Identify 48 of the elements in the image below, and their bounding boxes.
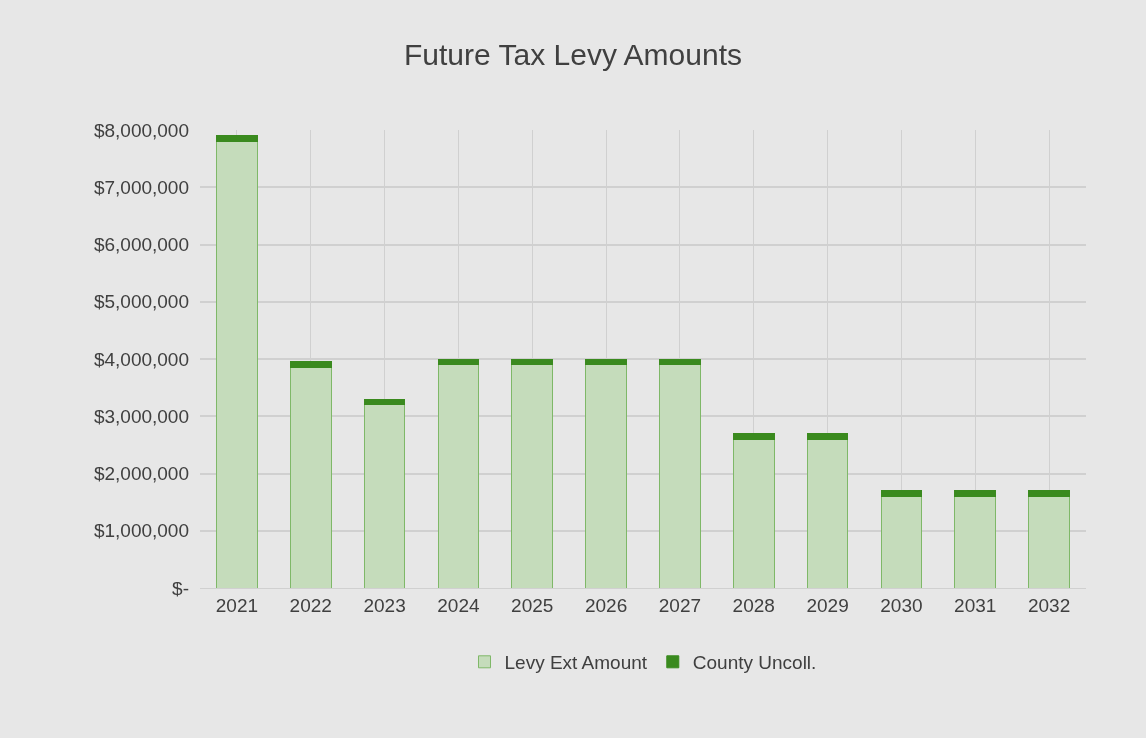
bar: [585, 358, 627, 366]
x-tick-label: 2029: [806, 594, 849, 616]
bar: [511, 364, 554, 588]
bar: [1028, 495, 1070, 588]
bar: [806, 432, 849, 440]
x-tick-label: 2027: [658, 594, 702, 616]
x-tick-label: 2022: [289, 594, 332, 616]
bar: [437, 364, 480, 588]
bar: [880, 495, 923, 588]
x-tick-label: 2024: [437, 594, 480, 616]
y-tick-label: $3,000,000: [93, 405, 189, 427]
legend-label: Levy Ext Amount: [504, 652, 648, 674]
bar: [437, 358, 480, 366]
bar: [659, 358, 701, 366]
x-tick-label: 2032: [1027, 594, 1071, 616]
y-tick-label: $8,000,000: [93, 119, 189, 141]
bar: [511, 358, 554, 366]
bar: [1028, 490, 1070, 497]
bar: [954, 495, 997, 588]
y-tick-label: $2,000,000: [93, 463, 189, 485]
bar: [216, 135, 258, 142]
bar: [585, 364, 627, 588]
bar: [954, 490, 997, 497]
y-tick-label: $7,000,000: [93, 176, 189, 198]
x-tick-label: 2021: [215, 594, 259, 616]
bar: [216, 140, 258, 588]
x-tick-label: 2028: [732, 594, 775, 616]
x-tick-label: 2023: [363, 594, 406, 616]
x-tick-label: 2026: [584, 594, 628, 616]
y-tick-label: $6,000,000: [93, 234, 189, 256]
bar: [880, 490, 923, 497]
x-tick-label: 2031: [954, 594, 997, 616]
y-tick-label: $-: [172, 577, 189, 599]
y-tick-label: $1,000,000: [93, 520, 189, 542]
y-tick-label: $5,000,000: [93, 291, 189, 313]
bar: [363, 398, 406, 406]
bar: [732, 432, 775, 440]
x-tick-label: 2030: [880, 594, 923, 616]
bar: [289, 361, 332, 369]
legend-label: County Uncoll.: [692, 652, 817, 674]
bar: [289, 367, 332, 588]
bar: [806, 438, 849, 588]
bar: [659, 364, 701, 588]
bar: [363, 404, 406, 588]
bar: [732, 438, 775, 588]
x-tick-label: 2025: [511, 594, 554, 616]
chart-title: Future Tax Levy Amounts: [404, 38, 742, 72]
y-tick-label: $4,000,000: [93, 348, 189, 370]
